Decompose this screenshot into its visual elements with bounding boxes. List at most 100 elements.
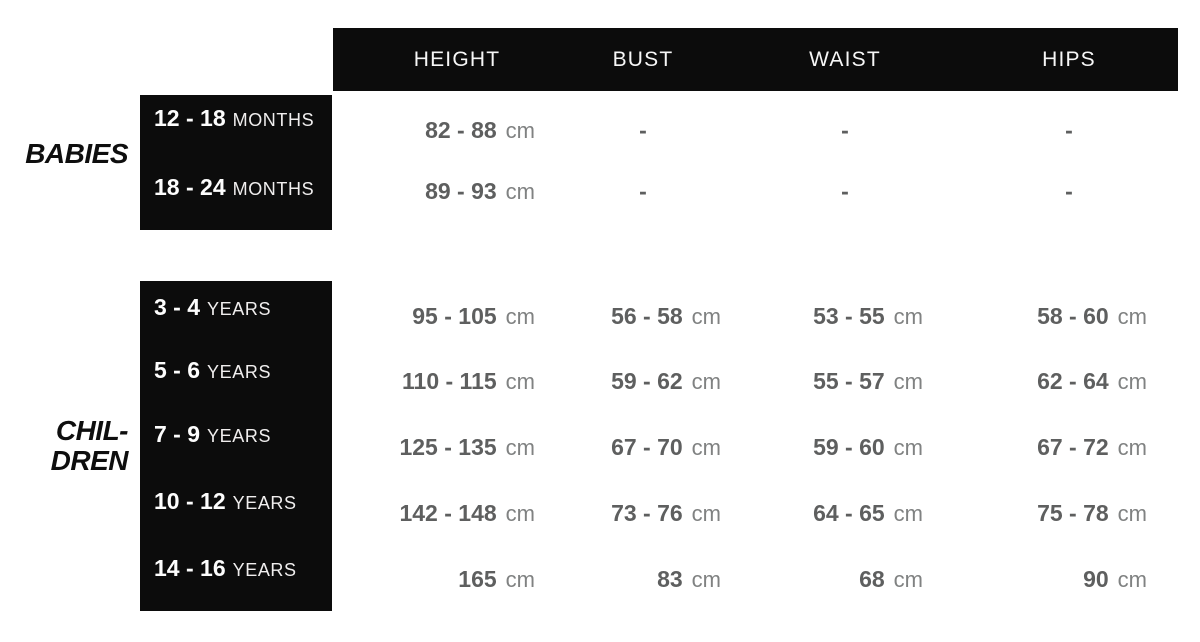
measure-value: 59 - 60 — [813, 434, 885, 460]
measure-unit: cm — [893, 304, 923, 329]
measure-unit: cm — [1117, 369, 1147, 394]
measure-row-children-7-9: 125 - 135 cm 67 - 70 cm 59 - 60 cm 67 - 72 c… — [0, 433, 1200, 461]
group-label-children-line2: DREN — [50, 445, 129, 476]
measure-value: 82 - 88 — [425, 117, 497, 143]
table-header-bar: HEIGHT BUST WAIST HIPS — [333, 28, 1178, 91]
measure-value: 53 - 55 — [813, 303, 885, 329]
measure-unit: cm — [505, 567, 535, 592]
measure-value: 67 - 72 — [1037, 434, 1109, 460]
cell-bust: 83 cm — [531, 565, 755, 593]
children-age-box — [140, 281, 332, 611]
cell-bust: 67 - 70 cm — [531, 433, 755, 461]
measure-unit: cm — [893, 369, 923, 394]
age-row-14-16-years: 14 - 16 YEARS — [154, 554, 297, 582]
column-header-bust: BUST — [612, 48, 674, 71]
cell-height: 82 - 88 cm — [345, 116, 569, 144]
column-header-height: HEIGHT — [413, 48, 501, 71]
measure-value: 59 - 62 — [611, 368, 683, 394]
age-row-10-12-years: 10 - 12 YEARS — [154, 487, 297, 515]
measure-unit: cm — [505, 501, 535, 526]
age-unit: YEARS — [207, 299, 272, 319]
cell-waist: - — [733, 116, 957, 144]
measure-unit: cm — [893, 435, 923, 460]
measure-value: 67 - 70 — [611, 434, 683, 460]
age-row-3-4-years: 3 - 4 YEARS — [154, 293, 271, 321]
age-row-5-6-years: 5 - 6 YEARS — [154, 356, 271, 384]
cell-hips: - — [957, 177, 1181, 205]
measure-value: 73 - 76 — [611, 500, 683, 526]
age-unit: YEARS — [232, 493, 297, 513]
measure-value: - — [1065, 117, 1073, 143]
group-label-children-line1: CHIL- — [55, 415, 129, 446]
measure-value: 68 — [859, 566, 885, 592]
measure-unit: cm — [1117, 435, 1147, 460]
age-range: 5 - 6 — [154, 357, 201, 383]
measure-row-babies-18-24: 89 - 93 cm - - - — [0, 177, 1200, 205]
measure-unit: cm — [505, 369, 535, 394]
cell-hips: 58 - 60 cm — [957, 302, 1181, 330]
cell-bust: - — [531, 116, 755, 144]
measure-unit: cm — [691, 501, 721, 526]
cell-waist: - — [733, 177, 957, 205]
measure-value: 55 - 57 — [813, 368, 885, 394]
measure-row-babies-12-18: 82 - 88 cm - - - — [0, 116, 1200, 144]
measure-value: 56 - 58 — [611, 303, 683, 329]
measure-value: 125 - 135 — [399, 434, 497, 460]
measure-value: - — [639, 178, 647, 204]
measure-unit: cm — [505, 118, 535, 143]
cell-waist: 55 - 57 cm — [733, 367, 957, 395]
measure-unit: cm — [505, 435, 535, 460]
column-header-waist: WAIST — [809, 48, 881, 71]
cell-hips: 90 cm — [957, 565, 1181, 593]
measure-unit: cm — [691, 369, 721, 394]
measure-unit: cm — [691, 304, 721, 329]
cell-hips: - — [957, 116, 1181, 144]
measure-value: 165 — [458, 566, 497, 592]
cell-height: 142 - 148 cm — [345, 499, 569, 527]
cell-waist: 59 - 60 cm — [733, 433, 957, 461]
age-range: 14 - 16 — [154, 555, 226, 581]
cell-bust: 73 - 76 cm — [531, 499, 755, 527]
measure-unit: cm — [1117, 567, 1147, 592]
cell-waist: 53 - 55 cm — [733, 302, 957, 330]
measure-unit: cm — [1117, 501, 1147, 526]
measure-unit: cm — [691, 435, 721, 460]
measure-value: 110 - 115 — [402, 368, 497, 394]
group-label-babies: BABIES — [25, 138, 128, 169]
measure-value: 83 — [657, 566, 683, 592]
age-range: 10 - 12 — [154, 488, 226, 514]
age-unit: MONTHS — [232, 110, 315, 130]
cell-waist: 64 - 65 cm — [733, 499, 957, 527]
measure-value: 62 - 64 — [1037, 368, 1109, 394]
cell-bust: 59 - 62 cm — [531, 367, 755, 395]
age-range: 3 - 4 — [154, 294, 201, 320]
measure-unit: cm — [1117, 304, 1147, 329]
measure-value: - — [1065, 178, 1073, 204]
cell-height: 95 - 105 cm — [345, 302, 569, 330]
age-row-7-9-years: 7 - 9 YEARS — [154, 420, 271, 448]
age-range: 18 - 24 — [154, 174, 226, 200]
age-range: 7 - 9 — [154, 421, 201, 447]
measure-value: 89 - 93 — [425, 178, 497, 204]
measure-value: - — [841, 178, 849, 204]
age-range: 12 - 18 — [154, 105, 226, 131]
measure-unit: cm — [691, 567, 721, 592]
measure-unit: cm — [893, 501, 923, 526]
cell-bust: - — [531, 177, 755, 205]
measure-value: 75 - 78 — [1037, 500, 1109, 526]
measure-value: 58 - 60 — [1037, 303, 1109, 329]
measure-row-children-14-16: 165 cm 83 cm 68 cm 90 cm — [0, 565, 1200, 593]
cell-height: 125 - 135 cm — [345, 433, 569, 461]
measure-row-children-3-4: 95 - 105 cm 56 - 58 cm 53 - 55 cm 58 - 60 cm — [0, 302, 1200, 330]
measure-unit: cm — [505, 179, 535, 204]
measure-value: - — [841, 117, 849, 143]
cell-hips: 75 - 78 cm — [957, 499, 1181, 527]
measure-unit: cm — [893, 567, 923, 592]
measure-row-children-5-6: 110 - 115 cm 59 - 62 cm 55 - 57 cm 62 - 64 c… — [0, 367, 1200, 395]
age-unit: YEARS — [207, 362, 272, 382]
measure-row-children-10-12: 142 - 148 cm 73 - 76 cm 64 - 65 cm 75 - 78 c… — [0, 499, 1200, 527]
measure-value: 64 - 65 — [813, 500, 885, 526]
cell-height: 110 - 115 cm — [345, 367, 569, 395]
cell-height: 89 - 93 cm — [345, 177, 569, 205]
